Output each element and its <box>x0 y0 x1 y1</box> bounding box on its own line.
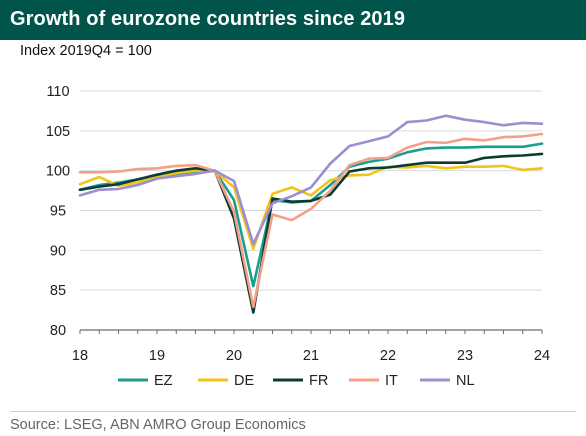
y-tick-label: 100 <box>46 164 70 180</box>
chart-subtitle: Index 2019Q4 = 100 <box>20 43 152 59</box>
y-tick-label: 105 <box>46 124 70 140</box>
legend-label-it: IT <box>385 373 398 389</box>
title-bar: Growth of eurozone countries since 2019 <box>0 0 586 40</box>
chart-title: Growth of eurozone countries since 2019 <box>10 8 406 30</box>
x-tick-label: 24 <box>534 348 550 364</box>
y-tick-label: 95 <box>50 204 66 220</box>
series-line-ez <box>78 142 544 288</box>
x-tick-label: 21 <box>303 348 319 364</box>
x-tick-label: 18 <box>72 348 88 364</box>
x-axis-tick-labels: 18 19 20 21 22 23 24 <box>72 348 550 364</box>
source-note: Source: LSEG, ABN AMRO Group Economics <box>10 417 306 433</box>
y-tick-label: 85 <box>50 283 66 299</box>
y-axis-tick-labels: 80 85 90 95 100 105 110 <box>46 84 70 339</box>
series-line-fr <box>78 152 544 314</box>
y-tick-label: 80 <box>50 323 66 339</box>
legend: EZ DE FR IT NL <box>118 373 475 389</box>
series-lines <box>78 114 544 314</box>
legend-label-fr: FR <box>309 373 328 389</box>
series-line-it <box>78 132 544 309</box>
legend-label-de: DE <box>234 373 254 389</box>
chart: 80 85 90 95 100 105 110 18 19 20 21 22 23 24 EZ DE FR I… <box>46 84 550 389</box>
x-tick-label: 19 <box>149 348 165 364</box>
legend-label-nl: NL <box>456 373 475 389</box>
grid-lines <box>80 90 542 291</box>
x-axis <box>79 329 543 334</box>
series-line-nl <box>78 114 544 246</box>
y-tick-label: 90 <box>50 243 66 259</box>
x-tick-label: 23 <box>457 348 473 364</box>
source-divider <box>10 411 576 412</box>
y-tick-label: 110 <box>46 84 69 100</box>
x-tick-label: 20 <box>226 348 242 364</box>
series-line-de <box>78 164 544 250</box>
legend-label-ez: EZ <box>154 373 173 389</box>
x-tick-label: 22 <box>380 348 396 364</box>
